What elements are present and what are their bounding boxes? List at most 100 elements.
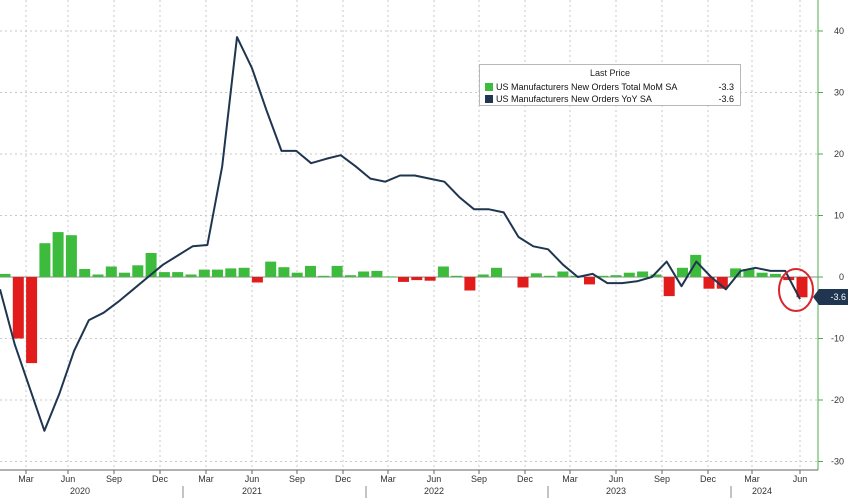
yoy-line [0, 36, 801, 432]
mom-bar [796, 277, 808, 298]
mom-bar [158, 272, 170, 277]
y-tick-label: 0 [839, 272, 844, 282]
mom-bar [52, 232, 64, 277]
mom-bar [212, 269, 223, 277]
last-value-tag: -3.6 [813, 289, 848, 305]
mom-bar [584, 277, 595, 285]
legend-item-yoy: US Manufacturers New Orders YoY SA -3.6 [485, 93, 734, 105]
mom-bar [331, 265, 343, 277]
mom-bar [610, 275, 622, 277]
mom-bars [0, 232, 808, 364]
x-tick-label: Mar [562, 474, 578, 484]
mom-bar [65, 235, 77, 277]
x-tick-label: Mar [198, 474, 214, 484]
mom-bar [623, 272, 635, 277]
mom-bar [105, 266, 117, 277]
mom-bar [145, 253, 157, 277]
mom-bar [278, 267, 290, 277]
mom-bar [265, 261, 277, 277]
y-tick-label: -30 [831, 457, 844, 467]
x-year-label: 2020 [70, 486, 90, 496]
mom-bar [305, 265, 316, 277]
mom-bar [358, 271, 370, 277]
x-tick-label: Dec [335, 474, 352, 484]
mom-bar [371, 270, 383, 278]
legend-label-mom: US Manufacturers New Orders Total MoM SA [496, 82, 678, 92]
x-tick-label: Jun [245, 474, 260, 484]
mom-bar [119, 272, 130, 277]
mom-bar [730, 268, 742, 277]
mom-bar [677, 267, 688, 277]
x-tick-label: Sep [289, 474, 305, 484]
mom-bar [663, 277, 675, 297]
x-tick-label: Sep [106, 474, 122, 484]
mom-bar [291, 272, 303, 277]
y-tick-label: -20 [831, 395, 844, 405]
mom-bar [411, 277, 423, 281]
x-tick-label: Jun [61, 474, 76, 484]
mom-bar [251, 277, 263, 283]
mom-bar [557, 271, 569, 277]
x-tick-label: Jun [793, 474, 808, 484]
legend-swatch-yoy [485, 95, 493, 103]
mom-bar [39, 243, 51, 277]
mom-bar [92, 274, 104, 277]
y-tick-label: 30 [834, 88, 844, 98]
mom-bar [318, 275, 330, 277]
x-year-label: 2024 [752, 486, 772, 496]
mom-bar [650, 274, 662, 277]
x-tick-label: Mar [18, 474, 34, 484]
mom-bar [26, 277, 38, 364]
x-tick-label: Sep [471, 474, 487, 484]
x-tick-label: Mar [744, 474, 760, 484]
legend-title: Last Price [589, 68, 631, 78]
y-axis: 40 30 20 10 0 -10 -20 -30 [817, 0, 844, 470]
mom-bar [225, 268, 237, 277]
mom-bar [238, 267, 250, 277]
mom-bar [544, 275, 556, 277]
x-year-label: 2022 [424, 486, 444, 496]
legend-item-mom: US Manufacturers New Orders Total MoM SA… [485, 81, 734, 93]
x-tick-label: Mar [380, 474, 396, 484]
x-tick-label: Jun [427, 474, 442, 484]
x-tick-label: Jun [609, 474, 624, 484]
y-tick-label: 40 [834, 26, 844, 36]
mom-bar [451, 275, 463, 277]
mom-bar [384, 276, 396, 278]
x-year-label: 2021 [242, 486, 262, 496]
x-tick-label: Sep [654, 474, 670, 484]
mom-bar [132, 265, 144, 277]
y-tick-label: 20 [834, 149, 844, 159]
mom-bar [344, 275, 356, 277]
x-tick-label: Dec [152, 474, 169, 484]
mom-bar [79, 269, 91, 277]
mom-bar [716, 277, 728, 289]
mom-bar [398, 277, 409, 282]
legend-value-mom: -3.3 [718, 82, 734, 92]
mom-bar [198, 269, 210, 277]
y-tick-label: 10 [834, 211, 844, 221]
mom-bar [756, 272, 768, 277]
mom-bar [185, 274, 197, 277]
yoy-line-path [0, 36, 801, 432]
mom-bar [703, 277, 715, 289]
legend: Last Price US Manufacturers New Orders T… [479, 64, 741, 106]
mom-bar [637, 271, 649, 277]
mom-bar [530, 273, 542, 277]
mom-bar [464, 277, 476, 291]
gridlines [0, 0, 818, 470]
mom-bar [597, 275, 609, 277]
mom-bar [477, 274, 489, 277]
legend-label-yoy: US Manufacturers New Orders YoY SA [496, 94, 652, 104]
mom-bar [517, 277, 529, 288]
legend-value-yoy: -3.6 [718, 94, 734, 104]
mom-bar [12, 277, 24, 339]
legend-swatch-mom [485, 83, 493, 91]
mom-bar [743, 269, 755, 277]
mom-bar [424, 277, 436, 281]
mom-bar [491, 267, 502, 277]
mom-bar [172, 272, 184, 277]
mom-bar [690, 254, 702, 277]
mom-bar [437, 266, 449, 277]
